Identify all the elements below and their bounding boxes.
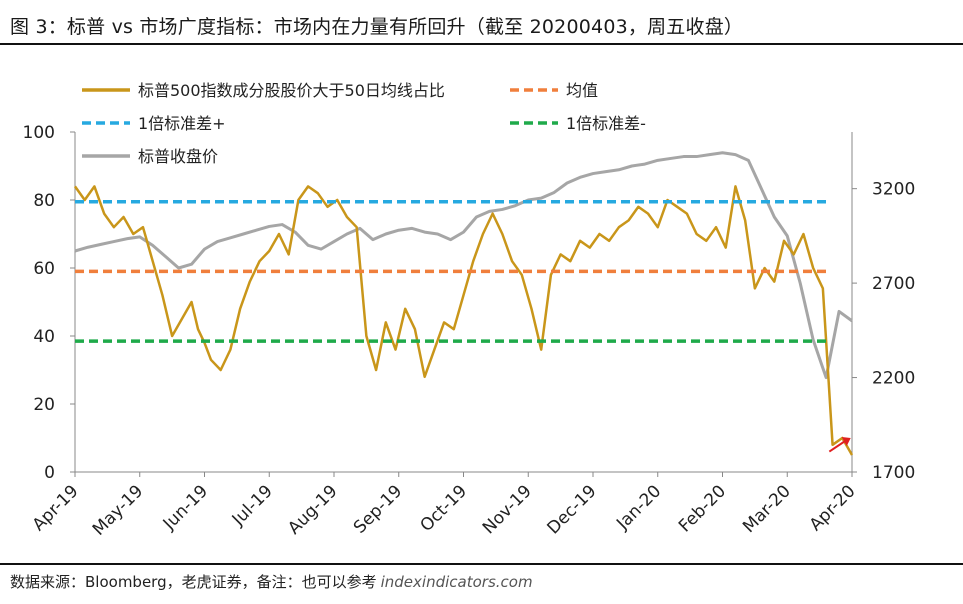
x-tick-label: Mar-20: [739, 481, 795, 537]
left-tick-label: 0: [44, 463, 55, 483]
x-tick-label: Apr-19: [29, 481, 83, 535]
source-note: 数据来源：Bloomberg，老虎证券，备注：也可以参考 indexindicat…: [10, 571, 533, 592]
left-tick-label: 100: [23, 123, 55, 143]
right-tick-label: 3200: [872, 180, 915, 200]
x-tick-label: Jul-19: [228, 481, 277, 530]
right-tick-label: 2700: [872, 274, 915, 294]
left-tick-label: 80: [33, 191, 55, 211]
x-tick-label: Nov-19: [479, 481, 536, 538]
x-tick-label: Jan-20: [612, 481, 665, 534]
left-tick-label: 20: [33, 395, 55, 415]
trend-arrow-shaft: [828, 439, 848, 453]
title-divider: [0, 43, 963, 45]
chart-title: 图 3：标普 vs 市场广度指标：市场内在力量有所回升（截至 20200403，…: [10, 16, 744, 38]
x-tick-label: Oct-19: [416, 481, 471, 536]
left-tick-label: 40: [33, 327, 55, 347]
trend-arrow-head: [841, 437, 851, 446]
legend-price-label: 标普收盘价: [138, 147, 218, 166]
footer-divider: [0, 563, 963, 565]
source-text: 数据来源：Bloomberg，老虎证券，备注：也可以参考: [10, 573, 377, 591]
x-tick-label: Aug-19: [284, 481, 341, 538]
x-tick-label: Feb-20: [675, 481, 730, 536]
price-series-line: [74, 151, 853, 380]
legend-sd-plus-label: 1倍标准差+: [138, 114, 226, 133]
legend-breadth-label: 标普500指数成分股股价大于50日均线占比: [138, 81, 445, 100]
right-tick-label: 1700: [872, 463, 915, 483]
legend-mean-label: 均值: [566, 81, 598, 100]
legend-sd-minus-label: 1倍标准差-: [566, 114, 646, 133]
breadth-series-line: [73, 185, 854, 456]
source-url: indexindicators.com: [380, 573, 533, 591]
x-tick-label: May-19: [89, 481, 147, 539]
x-tick-label: Sep-19: [350, 481, 406, 537]
x-tick-label: Apr-20: [806, 481, 860, 535]
right-tick-label: 2200: [872, 369, 915, 389]
x-tick-label: Jun-19: [159, 481, 212, 534]
x-tick-label: Dec-19: [543, 481, 600, 538]
left-tick-label: 60: [33, 259, 55, 279]
